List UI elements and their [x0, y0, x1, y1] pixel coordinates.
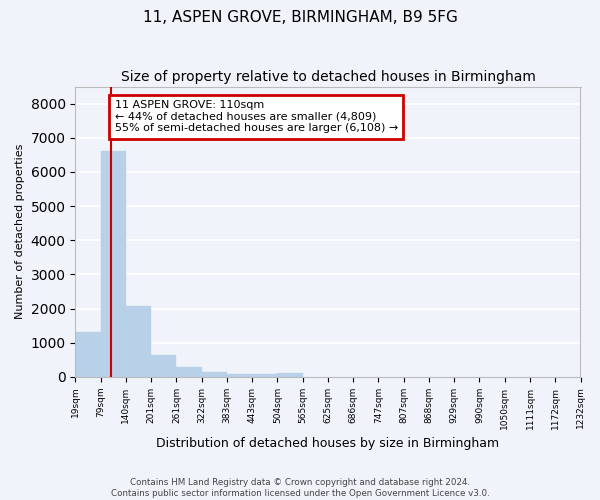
- Bar: [227, 374, 252, 377]
- X-axis label: Distribution of detached houses by size in Birmingham: Distribution of detached houses by size …: [157, 437, 500, 450]
- Bar: [126, 306, 151, 377]
- Y-axis label: Number of detached properties: Number of detached properties: [15, 144, 25, 320]
- Bar: [277, 374, 302, 377]
- Text: 11, ASPEN GROVE, BIRMINGHAM, B9 5FG: 11, ASPEN GROVE, BIRMINGHAM, B9 5FG: [143, 10, 457, 25]
- Bar: [101, 152, 126, 377]
- Bar: [76, 332, 101, 377]
- Bar: [151, 354, 176, 377]
- Text: 11 ASPEN GROVE: 110sqm
← 44% of detached houses are smaller (4,809)
55% of semi-: 11 ASPEN GROVE: 110sqm ← 44% of detached…: [115, 100, 398, 134]
- Text: Contains HM Land Registry data © Crown copyright and database right 2024.
Contai: Contains HM Land Registry data © Crown c…: [110, 478, 490, 498]
- Bar: [202, 372, 227, 377]
- Title: Size of property relative to detached houses in Birmingham: Size of property relative to detached ho…: [121, 70, 535, 84]
- Bar: [252, 374, 277, 377]
- Bar: [176, 366, 202, 377]
